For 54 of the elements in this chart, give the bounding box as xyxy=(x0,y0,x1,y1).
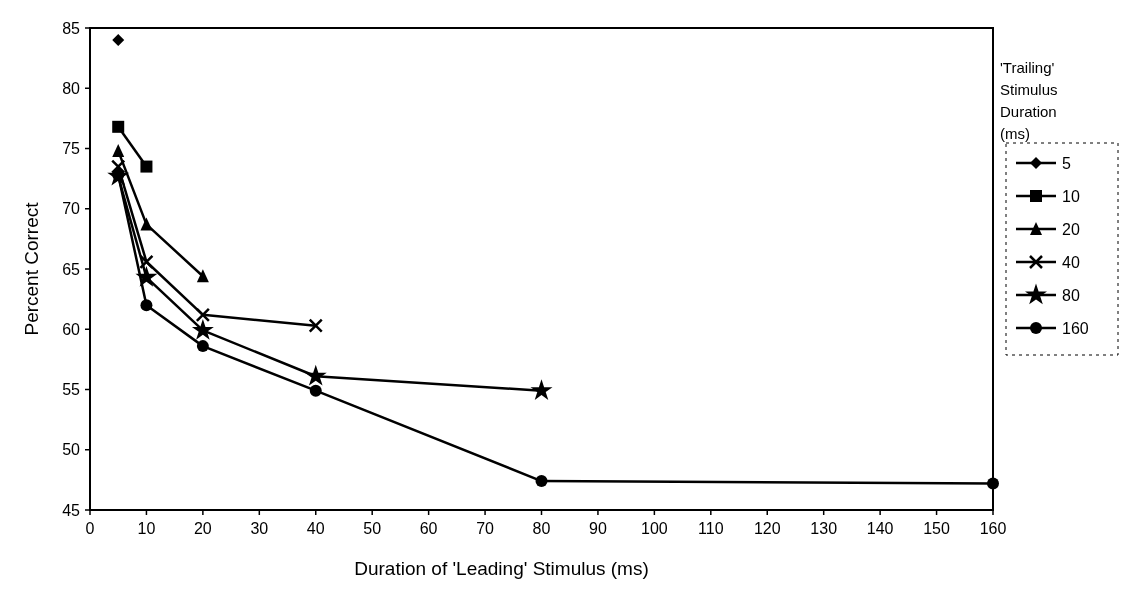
legend-title: 'Trailing' Stimulus Duration (ms) xyxy=(1000,59,1058,142)
y-tick-label: 60 xyxy=(62,320,81,338)
x-tick-label: 0 xyxy=(85,520,95,537)
point xyxy=(140,217,153,231)
y-tick-label: 50 xyxy=(62,441,81,459)
x-tick-label: 120 xyxy=(753,520,781,537)
point xyxy=(195,307,211,323)
point xyxy=(135,265,158,287)
point xyxy=(196,340,209,353)
legend-label: 5 xyxy=(1062,154,1071,172)
legend-label: 160 xyxy=(1062,319,1089,337)
x-tick-label: 40 xyxy=(306,520,325,537)
x-tick-label: 130 xyxy=(810,520,838,537)
point xyxy=(112,120,125,133)
point xyxy=(110,159,126,174)
x-tick-label: 70 xyxy=(476,520,495,537)
point xyxy=(139,254,154,270)
legend-label: 20 xyxy=(1062,220,1080,238)
point xyxy=(309,384,322,397)
y-tick-label: 70 xyxy=(62,200,81,218)
x-tick-label: 90 xyxy=(589,520,607,537)
legend-label: 10 xyxy=(1062,187,1080,205)
point xyxy=(112,143,125,157)
x-tick-label: 50 xyxy=(363,520,382,537)
legend-label: 40 xyxy=(1062,253,1080,271)
y-tick-label: 45 xyxy=(62,501,81,519)
point xyxy=(112,34,125,47)
x-tick-label: 20 xyxy=(193,520,212,537)
y-axis-title: Percent Correct xyxy=(21,201,42,336)
legend-label: 80 xyxy=(1062,286,1080,304)
point xyxy=(196,269,209,283)
x-tick-label: 160 xyxy=(979,520,1007,537)
x-axis-title: Duration of 'Leading' Stimulus (ms) xyxy=(354,558,649,579)
point xyxy=(140,299,153,312)
point xyxy=(140,160,153,173)
point xyxy=(191,318,214,340)
point xyxy=(308,318,323,333)
x-tick-label: 150 xyxy=(923,520,951,537)
x-tick-label: 60 xyxy=(419,520,438,537)
y-tick-label: 85 xyxy=(62,19,81,37)
point xyxy=(530,379,553,401)
y-tick-label: 65 xyxy=(62,260,81,278)
y-tick-label: 80 xyxy=(62,79,81,97)
x-tick-label: 30 xyxy=(250,520,269,537)
x-tick-label: 100 xyxy=(641,520,668,537)
point xyxy=(304,364,327,386)
x-tick-label: 80 xyxy=(532,520,551,537)
x-tick-label: 10 xyxy=(137,520,156,537)
point xyxy=(987,477,999,490)
x-tick-label: 140 xyxy=(866,520,894,537)
point xyxy=(535,475,548,488)
y-tick-label: 55 xyxy=(62,381,81,399)
y-tick-label: 75 xyxy=(62,140,81,158)
x-tick-label: 110 xyxy=(698,520,724,537)
